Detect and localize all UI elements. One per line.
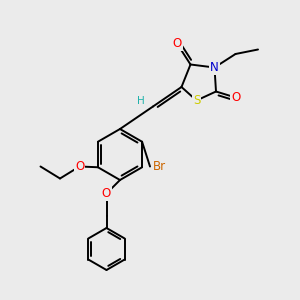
Text: O: O [172, 37, 182, 50]
Text: O: O [102, 187, 111, 200]
Text: O: O [231, 91, 240, 104]
Text: O: O [75, 160, 84, 173]
Text: N: N [210, 61, 219, 74]
Text: H: H [136, 96, 144, 106]
Text: S: S [193, 94, 200, 107]
Text: Br: Br [153, 160, 166, 173]
